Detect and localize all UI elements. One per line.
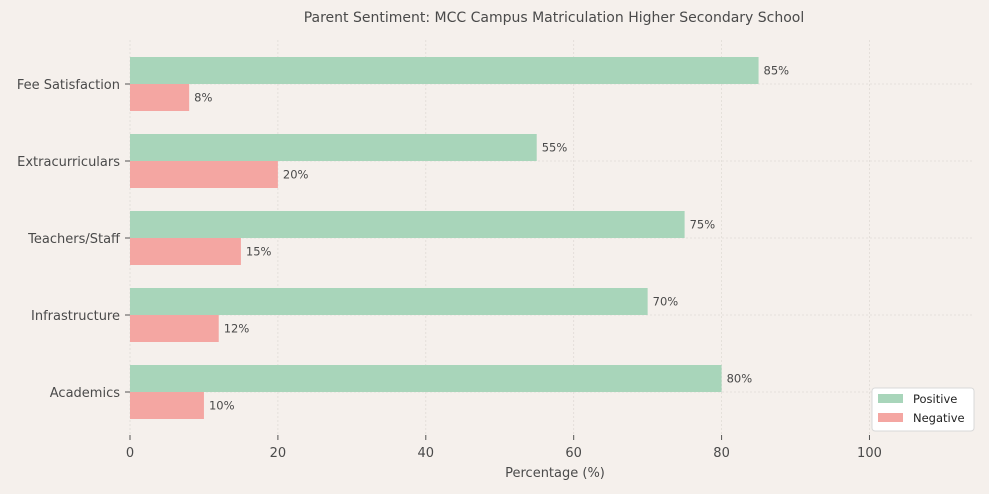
x-axis-label: Percentage (%)	[505, 466, 605, 481]
x-tick-label: 80	[713, 446, 730, 461]
data-label-positive: 55%	[542, 141, 568, 155]
legend-label-positive: Positive	[913, 392, 957, 406]
legend-swatch-negative	[878, 413, 903, 422]
data-label-negative: 12%	[224, 322, 250, 336]
data-label-positive: 80%	[727, 372, 753, 386]
bar-negative	[130, 392, 204, 419]
data-label-negative: 10%	[209, 399, 235, 413]
data-label-positive: 70%	[653, 295, 679, 309]
bar-negative	[130, 84, 190, 111]
legend-swatch-positive	[878, 394, 903, 403]
legend-label-negative: Negative	[913, 411, 965, 425]
y-tick-label: Academics	[50, 386, 120, 401]
bar-positive	[130, 211, 685, 238]
x-tick-label: 40	[418, 446, 435, 461]
x-tick-label: 60	[565, 446, 582, 461]
y-tick-label: Infrastructure	[31, 309, 120, 324]
x-tick-label: 20	[270, 446, 287, 461]
data-label-negative: 20%	[283, 168, 309, 182]
x-tick-label: 0	[126, 446, 134, 461]
x-tick-label: 100	[857, 446, 882, 461]
legend: Positive Negative	[871, 387, 975, 432]
bar-positive	[130, 57, 759, 84]
bar-negative	[130, 161, 278, 188]
data-label-negative: 15%	[246, 245, 272, 259]
y-tick-label: Fee Satisfaction	[17, 78, 120, 93]
bars-layer: 85% 8% 55% 20% 75% 15% 70% 12% 80% 10%	[130, 57, 789, 419]
bar-positive	[130, 134, 537, 161]
chart-title: Parent Sentiment: MCC Campus Matriculati…	[304, 10, 805, 26]
data-label-positive: 85%	[764, 64, 790, 78]
bar-negative	[130, 315, 219, 342]
bar-positive	[130, 288, 648, 315]
data-label-positive: 75%	[690, 218, 716, 232]
y-tick-label: Extracurriculars	[17, 155, 120, 170]
y-tick-label: Teachers/Staff	[27, 232, 121, 247]
bar-positive	[130, 365, 722, 392]
bar-negative	[130, 238, 241, 265]
axis-layer: 0 20 40 60 80 100 Fee Satisfaction Extracurricu…	[17, 78, 882, 461]
data-label-negative: 8%	[194, 91, 212, 105]
